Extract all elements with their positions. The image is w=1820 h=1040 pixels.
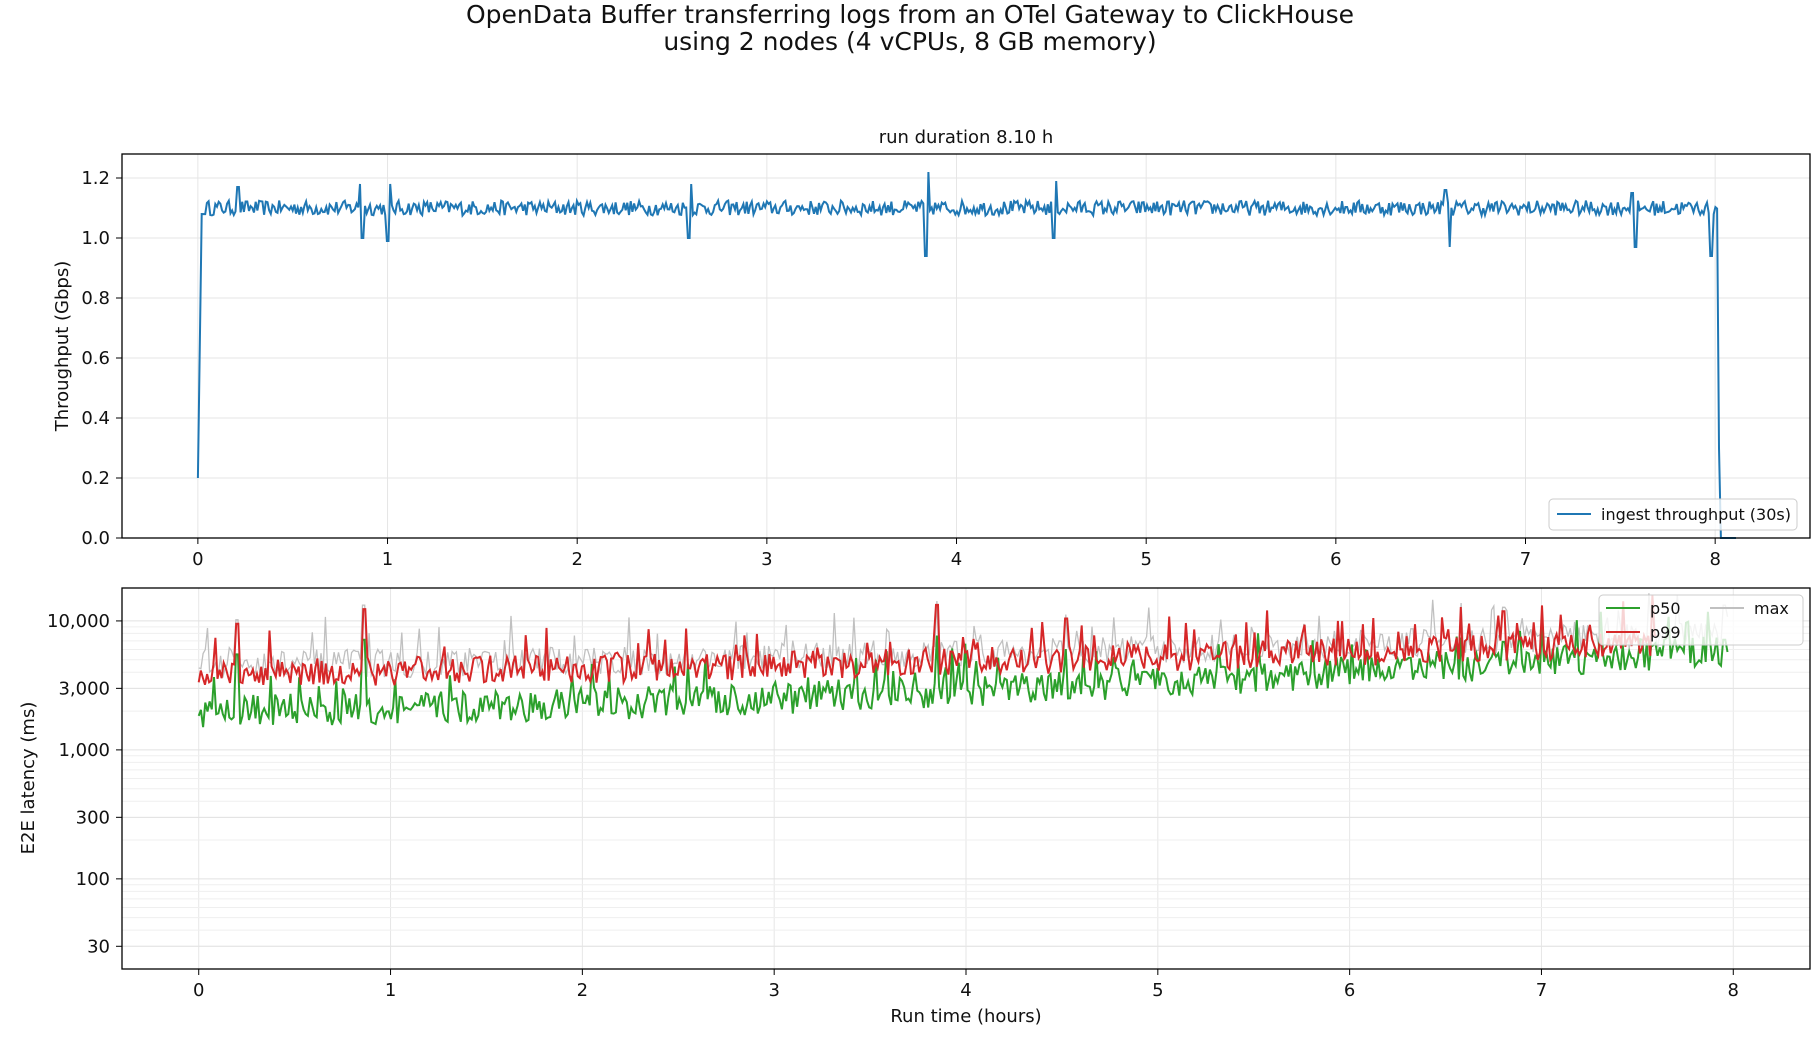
- throughput-x-tick-label: 1: [382, 549, 393, 570]
- latency-y-tick-label: 1,000: [58, 740, 110, 761]
- latency-y-axis-label: E2E latency (ms): [18, 702, 39, 855]
- latency-x-axis-label: Run time (hours): [890, 1006, 1041, 1027]
- figure-title-line-2: using 2 nodes (4 vCPUs, 8 GB memory): [663, 27, 1156, 56]
- latency-x-tick-label: 6: [1344, 980, 1355, 1001]
- throughput-x-tick-label: 0: [192, 549, 203, 570]
- latency-x-tick-label: 7: [1536, 980, 1547, 1001]
- latency-y-tick-label: 30: [87, 936, 110, 957]
- latency-legend-label-p50: p50: [1650, 599, 1681, 618]
- throughput-x-tick-label: 7: [1520, 549, 1531, 570]
- throughput-x-tick-label: 8: [1709, 549, 1720, 570]
- throughput-y-axis-label: Throughput (Gbps): [52, 261, 73, 433]
- latency-series-lines: [197, 593, 1729, 728]
- latency-x-tick-label: 1: [385, 980, 396, 1001]
- latency-y-tick-label: 300: [76, 807, 110, 828]
- throughput-legend-box: [1548, 498, 1798, 531]
- latency-x-ticks: 0 1 2 3 4 5 6 7 8: [193, 969, 1739, 1001]
- latency-y-tick-label: 3,000: [58, 678, 110, 699]
- throughput-y-tick-label: 0.0: [81, 528, 110, 549]
- throughput-y-tick-label: 0.6: [81, 348, 110, 369]
- latency-y-tick-label: 100: [76, 869, 110, 890]
- throughput-x-tick-label: 5: [1140, 549, 1151, 570]
- throughput-series-line: [196, 171, 1736, 539]
- throughput-x-tick-label: 2: [571, 549, 582, 570]
- throughput-y-tick-label: 0.2: [81, 468, 110, 489]
- latency-legend-label-p99: p99: [1650, 623, 1681, 642]
- figure-title-line-1: OpenData Buffer transferring logs from a…: [466, 0, 1354, 29]
- latency-x-tick-label: 8: [1728, 980, 1739, 1001]
- throughput-axes-frame: [121, 153, 1811, 539]
- throughput-y-tick-label: 0.4: [81, 408, 110, 429]
- throughput-x-tick-label: 3: [761, 549, 772, 570]
- throughput-legend: ingest throughput (30s): [1548, 498, 1798, 531]
- latency-legend: p50 p99 max: [1598, 594, 1804, 646]
- latency-x-tick-label: 4: [960, 980, 971, 1001]
- latency-x-tick-label: 5: [1152, 980, 1163, 1001]
- latency-panel: 0 1 2 3 4 5 6 7 8 30 100 300 1,000 3,000 10,000 Run t…: [18, 587, 1811, 1027]
- latency-legend-label-max: max: [1754, 599, 1789, 618]
- latency-series-line-p99: [197, 595, 1657, 687]
- throughput-y-tick-label: 0.8: [81, 288, 110, 309]
- throughput-y-ticks: 0.0 0.2 0.4 0.6 0.8 1.0 1.2: [81, 168, 122, 549]
- throughput-x-tick-label: 4: [951, 549, 962, 570]
- throughput-legend-label: ingest throughput (30s): [1601, 505, 1791, 524]
- throughput-y-tick-label: 1.2: [81, 168, 110, 189]
- latency-y-ticks: 30 100 300 1,000 3,000 10,000: [47, 611, 122, 957]
- latency-y-tick-label: 10,000: [47, 611, 110, 632]
- latency-x-tick-label: 0: [193, 980, 204, 1001]
- latency-legend-box: [1598, 594, 1804, 646]
- throughput-x-tick-label: 6: [1330, 549, 1341, 570]
- latency-x-tick-label: 2: [577, 980, 588, 1001]
- throughput-chart-title: run duration 8.10 h: [879, 127, 1054, 148]
- latency-x-tick-label: 3: [768, 980, 779, 1001]
- throughput-x-ticks: 0 1 2 3 4 5 6 7 8: [192, 538, 1721, 570]
- latency-series-line-p50: [197, 611, 1729, 728]
- throughput-y-tick-label: 1.0: [81, 228, 110, 249]
